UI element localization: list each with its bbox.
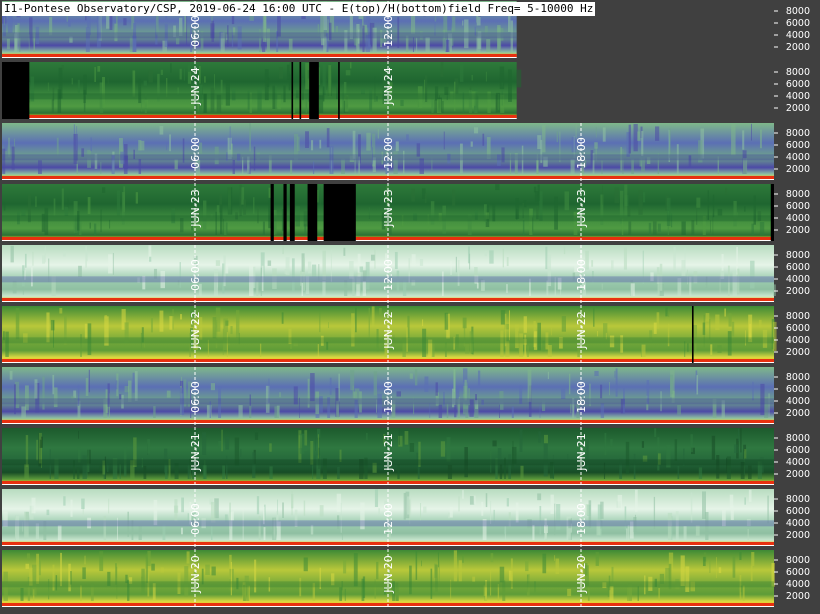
day-label: JUN-22 bbox=[189, 311, 202, 350]
ytick-label: 6000 bbox=[786, 323, 810, 334]
day-label: JUN-20 bbox=[575, 555, 588, 594]
day-label: JUN-24 bbox=[189, 67, 202, 106]
data-gap bbox=[2, 62, 30, 119]
ytick-label: 6000 bbox=[786, 384, 810, 395]
data-gap bbox=[291, 62, 294, 119]
day-label: JUN-23 bbox=[382, 189, 395, 228]
ytick-label: 4000 bbox=[786, 396, 810, 407]
ytick-label: 2000 bbox=[786, 408, 810, 419]
data-gap bbox=[691, 306, 694, 363]
day-label: JUN-21 bbox=[575, 433, 588, 472]
h-field-strip bbox=[2, 62, 522, 119]
ytick-label: 2000 bbox=[786, 530, 810, 541]
day-label: JUN-20 bbox=[382, 555, 395, 594]
ytick-label: 8000 bbox=[786, 372, 810, 383]
hour-marker-label: 06:00 bbox=[189, 381, 202, 413]
hour-marker-label: 06:00 bbox=[189, 259, 202, 291]
hour-marker-label: 18:00 bbox=[575, 259, 588, 291]
ytick-label: 8000 bbox=[786, 250, 810, 261]
ytick-label: 4000 bbox=[786, 579, 810, 590]
hour-marker-label: 18:00 bbox=[575, 503, 588, 535]
ytick-label: 8000 bbox=[786, 67, 810, 78]
e-field-strip bbox=[2, 245, 776, 302]
hour-marker-label: 18:00 bbox=[575, 137, 588, 169]
data-gap bbox=[309, 62, 319, 119]
data-gap bbox=[770, 184, 774, 241]
ytick-label: 2000 bbox=[786, 347, 810, 358]
hour-marker-label: 12:00 bbox=[382, 381, 395, 413]
ytick-label: 6000 bbox=[786, 140, 810, 151]
day-label: JUN-20 bbox=[189, 555, 202, 594]
ytick-label: 2000 bbox=[786, 164, 810, 175]
ytick-label: 8000 bbox=[786, 555, 810, 566]
ytick-label: 4000 bbox=[786, 274, 810, 285]
ytick-label: 8000 bbox=[786, 494, 810, 505]
day-label: JUN-24 bbox=[382, 67, 395, 106]
ytick-label: 4000 bbox=[786, 335, 810, 346]
day-label: JUN-23 bbox=[189, 189, 202, 228]
day-label: JUN-22 bbox=[382, 311, 395, 350]
hour-marker-label: 12:00 bbox=[382, 15, 395, 47]
data-gap bbox=[299, 62, 302, 119]
ytick-label: 6000 bbox=[786, 506, 810, 517]
hour-marker-label: 12:00 bbox=[382, 137, 395, 169]
ytick-label: 6000 bbox=[786, 567, 810, 578]
data-gap bbox=[289, 184, 295, 241]
ytick-label: 8000 bbox=[786, 6, 810, 17]
chart-title: I1-Pontese Observatory/CSP, 2019-06-24 1… bbox=[2, 2, 596, 16]
ytick-label: 6000 bbox=[786, 445, 810, 456]
data-gap bbox=[307, 184, 318, 241]
ytick-label: 2000 bbox=[786, 103, 810, 114]
ytick-label: 6000 bbox=[786, 79, 810, 90]
ytick-label: 8000 bbox=[786, 433, 810, 444]
data-gap bbox=[338, 62, 340, 119]
ytick-label: 4000 bbox=[786, 91, 810, 102]
hour-marker-label: 06:00 bbox=[189, 137, 202, 169]
ytick-label: 8000 bbox=[786, 311, 810, 322]
hour-marker-label: 06:00 bbox=[189, 15, 202, 47]
hour-marker-label: 18:00 bbox=[575, 381, 588, 413]
ytick-label: 6000 bbox=[786, 18, 810, 29]
data-gap bbox=[270, 184, 274, 241]
ytick-label: 4000 bbox=[786, 213, 810, 224]
ytick-label: 4000 bbox=[786, 30, 810, 41]
ytick-label: 4000 bbox=[786, 518, 810, 529]
ytick-label: 2000 bbox=[786, 286, 810, 297]
ytick-label: 6000 bbox=[786, 262, 810, 273]
ytick-label: 2000 bbox=[786, 225, 810, 236]
day-label: JUN-21 bbox=[382, 433, 395, 472]
ytick-label: 2000 bbox=[786, 42, 810, 53]
ytick-label: 4000 bbox=[786, 152, 810, 163]
ytick-label: 2000 bbox=[786, 469, 810, 480]
hour-marker-label: 12:00 bbox=[382, 259, 395, 291]
e-field-strip bbox=[2, 123, 774, 180]
data-gap bbox=[323, 184, 356, 241]
hour-marker-label: 06:00 bbox=[189, 503, 202, 535]
hour-marker-label: 12:00 bbox=[382, 503, 395, 535]
ytick-label: 4000 bbox=[786, 457, 810, 468]
day-label: JUN-23 bbox=[575, 189, 588, 228]
day-label: JUN-22 bbox=[575, 311, 588, 350]
day-label: JUN-21 bbox=[189, 433, 202, 472]
ytick-label: 6000 bbox=[786, 201, 810, 212]
ytick-label: 2000 bbox=[786, 591, 810, 602]
data-gap bbox=[283, 184, 287, 241]
ytick-label: 8000 bbox=[786, 128, 810, 139]
ytick-label: 8000 bbox=[786, 189, 810, 200]
